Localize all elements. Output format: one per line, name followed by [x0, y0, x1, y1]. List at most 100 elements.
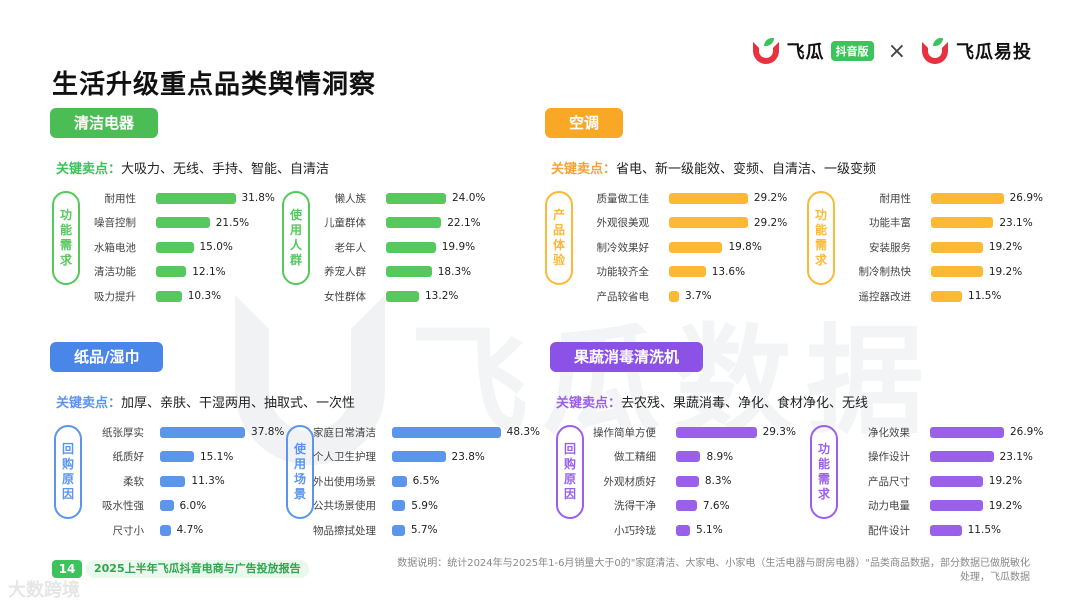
feigua-yitou-logo-icon [920, 38, 950, 64]
category-label: 老年人 [334, 241, 367, 254]
value-label: 21.5% [215, 216, 250, 229]
bar-row: 柔软 11.3% [54, 473, 284, 489]
value-label: 19.9% [441, 241, 476, 253]
group-label: 使用人群 [289, 208, 302, 267]
value-label: 5.1% [696, 524, 723, 536]
category-label: 纸张厚实 [102, 426, 144, 439]
category-label: 公共场景使用 [313, 500, 376, 512]
section-cleaning-appliances: 清洁电器关键卖点：大吸力、无线、手持、智能、自清洁功能需求 耐用性 31.8% 噪音控… [50, 108, 530, 308]
section-title-tag: 清洁电器 [50, 108, 159, 138]
bar-row: 外观材质好 8.3% [556, 473, 786, 489]
bar [669, 290, 679, 302]
bar-row: 女性群体 13.2% [282, 288, 512, 304]
bar [160, 524, 171, 536]
key-selling-points: 关键卖点：加厚、亲肤、干湿两用、抽取式、一次性 [56, 392, 355, 411]
value-label: 19.2% [988, 241, 1023, 253]
category-label: 遥控器改进 [858, 290, 912, 303]
group-label: 功能需求 [817, 442, 830, 501]
bar-row: 制冷制热快 19.2% [807, 264, 1037, 280]
value-label: 4.7% [176, 524, 204, 536]
key-selling-points-value: 加厚、亲肤、干湿两用、抽取式、一次性 [121, 396, 356, 411]
bar-row: 养宠人群 18.3% [282, 264, 512, 280]
bar [669, 217, 748, 228]
category-label: 小巧玲珑 [614, 524, 656, 537]
value-label: 15.1% [199, 450, 234, 463]
category-label: 尺寸小 [112, 524, 145, 537]
value-label: 7.6% [702, 499, 730, 512]
value-label: 8.3% [704, 475, 732, 487]
bar [676, 426, 757, 438]
bar [676, 475, 699, 487]
bar [669, 266, 706, 277]
bar-row: 公共场景使用 5.9% [286, 498, 516, 514]
value-label: 19.2% [988, 475, 1023, 487]
bar-row: 吸力提升 10.3% [52, 288, 282, 304]
bar-row: 功能丰富 23.1% [807, 215, 1037, 231]
bar [930, 451, 994, 462]
key-selling-points: 关键卖点：省电、新一级能效、变频、自清洁、一级变频 [551, 158, 876, 177]
category-label: 养宠人群 [324, 266, 366, 278]
key-selling-points-label: 关键卖点： [551, 162, 617, 177]
bar-group: 使用人群 懒人族 24.0% 儿童群体 22.1% 老年人 19.9% 养宠人群 18.3% 女性… [282, 188, 512, 308]
category-label: 质量做工佳 [596, 192, 650, 205]
value-label: 48.3% [506, 426, 541, 438]
category-label: 柔软 [123, 475, 144, 488]
value-label: 29.3% [762, 426, 796, 438]
bar-group: 回购原因 纸张厚实 37.8% 纸质好 15.1% 柔软 11.3% 吸水性强 6.0% 尺寸小 4… [54, 422, 284, 542]
bar [386, 266, 432, 277]
group-label: 使用场景 [293, 442, 306, 501]
bar [392, 524, 405, 536]
bar [931, 192, 1004, 204]
bar [669, 192, 748, 204]
group-label-pill: 回购原因 [556, 425, 584, 519]
category-label: 净化效果 [868, 426, 910, 439]
bar-group: 功能需求 耐用性 31.8% 噪音控制 21.5% 水箱电池 15.0% 清洁功能 12.1% 吸… [52, 188, 282, 308]
category-label: 制冷制热快 [858, 266, 912, 278]
value-label: 13.2% [425, 290, 459, 302]
key-selling-points: 关键卖点：大吸力、无线、手持、智能、自清洁 [56, 158, 329, 177]
bar [669, 241, 723, 253]
bar-group: 产品体验 质量做工佳 29.2% 外观很美观 29.2% 制冷效果好 19.8% 功能较齐全 1… [545, 188, 788, 308]
category-label: 安装服务 [869, 241, 911, 254]
bar-row: 儿童群体 22.1% [282, 215, 512, 231]
bar [931, 217, 994, 228]
bar [160, 500, 174, 511]
feigua-logo-icon [751, 38, 781, 64]
category-label: 操作简单方便 [593, 426, 656, 439]
bar-row: 耐用性 26.9% [807, 190, 1043, 206]
report-title: 2025上半年飞瓜抖音电商与广告投放报告 [86, 560, 309, 578]
category-label: 吸水性强 [102, 500, 144, 512]
value-label: 11.5% [967, 524, 1001, 536]
category-label: 噪音控制 [94, 217, 136, 229]
group-label: 功能需求 [59, 208, 72, 267]
bar-row: 做工精细 8.9% [556, 449, 786, 465]
bar [930, 426, 1004, 438]
bar [156, 266, 187, 277]
category-label: 儿童群体 [324, 217, 366, 229]
value-label: 11.5% [968, 290, 1002, 302]
group-label-pill: 功能需求 [807, 191, 835, 285]
bar-row: 水箱电池 15.0% [52, 239, 282, 255]
category-label: 制冷效果好 [596, 241, 650, 254]
bar [156, 192, 236, 204]
group-label-pill: 回购原因 [54, 425, 82, 519]
value-label: 29.2% [753, 192, 788, 204]
group-label-pill: 使用场景 [286, 425, 314, 519]
bar-row: 功能较齐全 13.6% [545, 264, 775, 280]
bar [392, 451, 446, 462]
bar-row: 噪音控制 21.5% [52, 215, 282, 231]
bar-group: 功能需求 耐用性 26.9% 功能丰富 23.1% 安装服务 19.2% 制冷制热快 19.2%… [807, 188, 1043, 308]
bar [386, 192, 446, 204]
bar-row: 家庭日常清洁 48.3% [286, 424, 540, 440]
value-label: 19.2% [988, 265, 1023, 278]
value-label: 26.9% [1009, 192, 1043, 204]
section-title-tag: 空调 [545, 108, 624, 138]
bar-row: 质量做工佳 29.2% [545, 190, 788, 206]
value-label: 10.3% [187, 290, 222, 302]
bar [676, 451, 701, 462]
bar-row: 耐用性 31.8% [52, 190, 282, 206]
group-label: 回购原因 [61, 442, 74, 501]
category-label: 耐用性 [104, 192, 137, 205]
category-label: 外出使用场景 [313, 475, 376, 488]
key-selling-points-value: 去农残、果蔬消毒、净化、食材净化、无线 [621, 396, 869, 411]
